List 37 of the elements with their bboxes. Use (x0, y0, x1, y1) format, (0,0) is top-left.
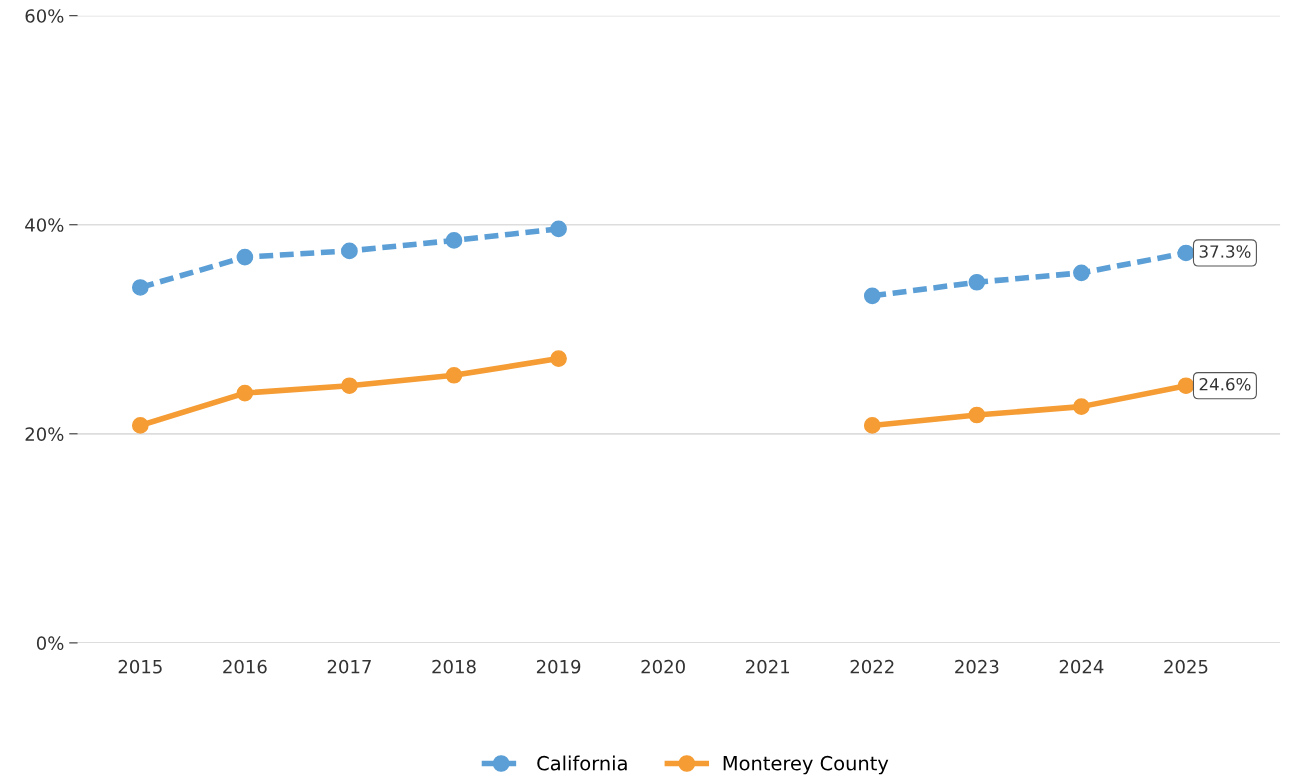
y-tick-label: 0% (36, 636, 64, 650)
x-tick-label: 2025 (1164, 659, 1208, 674)
x-tick-label: 2015 (118, 659, 162, 674)
point (968, 273, 986, 291)
point (863, 287, 881, 305)
point (550, 350, 567, 367)
y-tick-label: 60% (25, 9, 64, 23)
point (1073, 398, 1090, 415)
x-tick-label: 2016 (223, 659, 267, 674)
y-tick-label: 40% (25, 218, 64, 232)
point (131, 417, 149, 434)
x-tick-label: 2024 (1059, 659, 1104, 674)
x-tick-label: 2017 (327, 659, 371, 674)
point (236, 248, 254, 266)
x-tick-label: 2018 (432, 659, 476, 674)
point (341, 377, 358, 395)
point (1177, 377, 1195, 395)
x-tick-label: 2021 (746, 659, 790, 674)
legend-label: Monterey County (723, 755, 889, 775)
x-tick-label: 2020 (641, 659, 685, 674)
point (236, 384, 254, 402)
point (863, 417, 881, 434)
x-tick-label: 2019 (536, 659, 581, 674)
y-tick-label: 20% (25, 427, 64, 441)
point (1177, 244, 1195, 262)
x-tick-label: 2022 (850, 659, 894, 674)
point (1073, 264, 1090, 282)
legend-label: California (537, 755, 627, 771)
x-tick-label: 2023 (955, 659, 999, 674)
point (131, 279, 149, 296)
point (341, 242, 358, 260)
data-label: 37.3% (1199, 245, 1251, 258)
point (968, 406, 986, 424)
point (445, 232, 463, 249)
point (445, 366, 463, 384)
point (550, 220, 567, 238)
data-label: 24.6% (1199, 377, 1251, 391)
